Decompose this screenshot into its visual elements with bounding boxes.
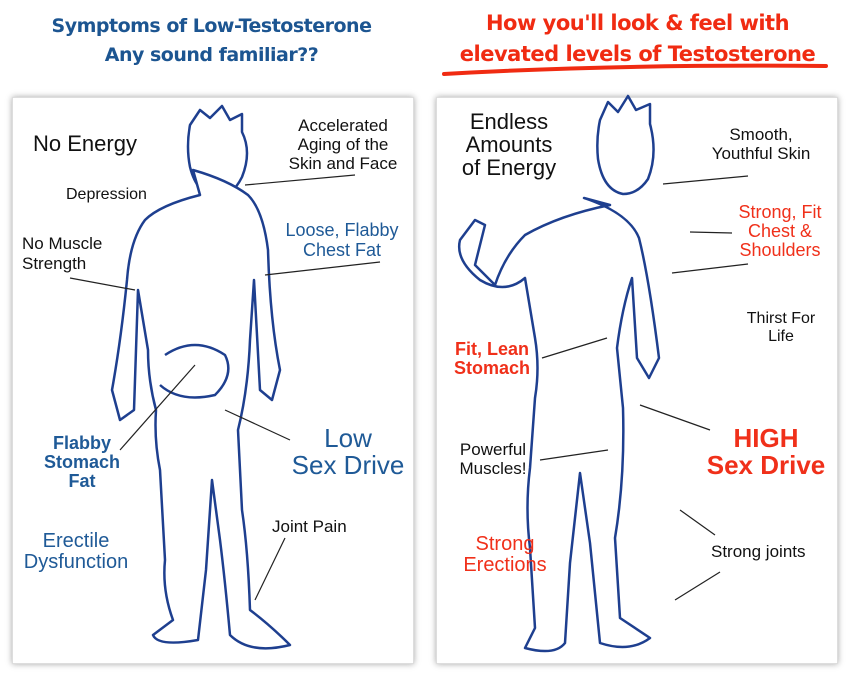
- label-youthful-skin: Smooth, Youthful Skin: [711, 125, 811, 163]
- right-title-line1: How you'll look & feel with: [485, 11, 790, 35]
- label-depression: Depression: [66, 186, 147, 203]
- label-chest-fat: Loose, Flabby Chest Fat: [285, 220, 399, 260]
- left-title-line1: Symptoms of Low-Testosterone: [51, 15, 372, 37]
- right-title-line2: elevated levels of Testosterone: [459, 42, 816, 66]
- label-thirst-for-life: Thirst For Life: [746, 310, 816, 345]
- label-strong-joints: Strong joints: [711, 542, 806, 561]
- label-no-muscle: No Muscle Strength: [22, 234, 103, 273]
- label-high-sex-drive: HIGH Sex Drive: [706, 423, 826, 480]
- left-title: Symptoms of Low-Testosterone Any sound f…: [0, 12, 423, 70]
- label-low-sex-drive: Low Sex Drive: [291, 423, 405, 480]
- label-joint-pain: Joint Pain: [272, 517, 347, 536]
- label-powerful-muscles: Powerful Muscles!: [459, 440, 527, 478]
- low-t-panel: [12, 97, 414, 664]
- label-endless-energy: Endless Amounts of Energy: [461, 109, 557, 180]
- label-aging: Accelerated Aging of the Skin and Face: [288, 116, 398, 173]
- label-strong-chest: Strong, Fit Chest & Shoulders: [738, 202, 822, 260]
- label-lean-stomach: Fit, Lean Stomach: [453, 339, 531, 378]
- label-strong-erections: Strong Erections: [463, 533, 547, 576]
- right-title: How you'll look & feel with elevated lev…: [425, 8, 850, 70]
- left-title-line2: Any sound familiar??: [104, 44, 319, 66]
- high-t-panel: [436, 97, 838, 664]
- label-no-energy: No Energy: [33, 131, 137, 156]
- label-erectile-dysfunction: Erectile Dysfunction: [23, 530, 129, 573]
- label-flabby-stomach: Flabby Stomach Fat: [43, 433, 121, 491]
